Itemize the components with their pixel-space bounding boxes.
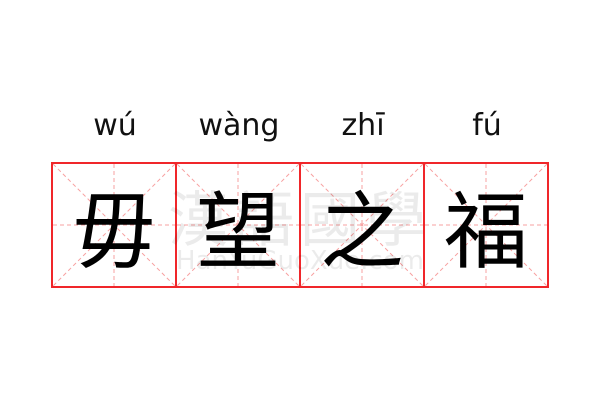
grid-cell: 福 — [425, 164, 547, 286]
guide-lines — [53, 164, 175, 286]
pinyin-3: zhī — [341, 108, 385, 143]
pinyin-1: wú — [93, 108, 137, 143]
guide-lines — [301, 164, 423, 286]
character-4: 福 — [443, 182, 528, 281]
grid-cell: 毋 — [53, 164, 177, 286]
character-1: 毋 — [71, 182, 156, 281]
guide-lines — [425, 164, 547, 286]
tianzige-grid: 毋 望 之 福 — [51, 162, 549, 288]
grid-cell: 望 — [177, 164, 301, 286]
pinyin-2: wàng — [198, 108, 280, 143]
pinyin-4: fú — [472, 108, 502, 143]
grid-cell: 之 — [301, 164, 425, 286]
watermark-url: HanYuGuoXue.com — [176, 246, 424, 276]
character-3: 之 — [319, 182, 404, 281]
character-2: 望 — [195, 182, 280, 281]
watermark-logo: 漢語國學 — [168, 186, 432, 256]
guide-lines — [177, 164, 299, 286]
